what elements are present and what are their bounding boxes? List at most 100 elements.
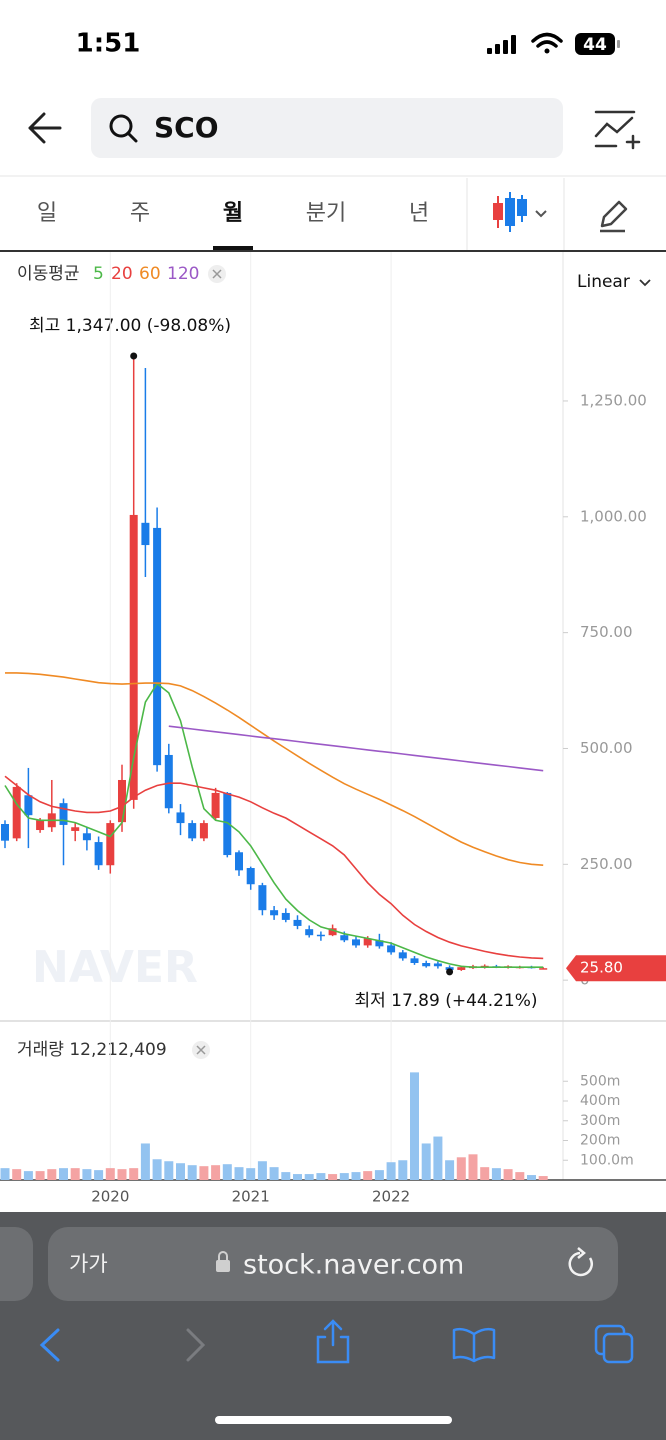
candle-body <box>246 868 255 885</box>
text-size-button[interactable]: 가가 <box>69 1252 108 1276</box>
ma-legend-item: 60 <box>139 264 161 284</box>
scale-dropdown-icon[interactable] <box>639 279 651 287</box>
candle-body <box>281 912 290 920</box>
candle-body <box>153 527 162 766</box>
back-nav[interactable] <box>39 1328 60 1362</box>
volume-tick-label: 500m <box>580 1073 620 1089</box>
candle-body <box>422 963 431 967</box>
candle-body <box>223 792 232 856</box>
y-tick-label: 500.00 <box>580 739 633 757</box>
period-tab[interactable]: 분기 <box>306 201 346 226</box>
back-button[interactable] <box>28 112 62 144</box>
watermark: NAVER <box>32 942 198 993</box>
battery-tip <box>617 40 620 48</box>
volume-bar <box>328 1174 338 1180</box>
moving-average-line <box>168 725 544 772</box>
candle-body <box>82 833 91 841</box>
candle-body <box>59 803 68 825</box>
battery-icon <box>575 33 615 55</box>
candle-body <box>12 786 21 839</box>
candle-body <box>539 968 548 970</box>
volume-bar <box>456 1157 466 1180</box>
x-tick-label: 2021 <box>232 1188 270 1206</box>
search-query: SCO <box>154 111 219 144</box>
tabs-button[interactable] <box>594 1324 634 1364</box>
volume-bar <box>70 1168 80 1180</box>
candle-body <box>305 929 314 936</box>
search-box[interactable] <box>91 98 563 158</box>
volume-bar <box>23 1171 33 1180</box>
volume-bar <box>527 1175 536 1180</box>
volume-tick-label: 400m <box>580 1093 620 1109</box>
volume-bar <box>445 1160 455 1180</box>
volume-bar <box>59 1168 68 1180</box>
moving-average-line <box>4 775 544 960</box>
share-button[interactable] <box>316 1319 350 1364</box>
compare-chart-button[interactable] <box>594 110 641 150</box>
volume-bar <box>351 1172 361 1180</box>
period-tabs: 일 주 월 분기 년 <box>37 201 429 250</box>
reload-button[interactable] <box>568 1251 593 1277</box>
y-tick-label: 1,000.00 <box>580 507 647 525</box>
x-tick-label: 2022 <box>372 1188 410 1206</box>
candle-body <box>398 952 407 959</box>
candle-body <box>433 963 442 967</box>
home-indicator <box>215 1416 452 1424</box>
low-label: 최저 17.89 (+44.21%) <box>354 991 537 1011</box>
volume-bar <box>515 1172 525 1180</box>
candle-body <box>258 885 267 911</box>
volume-bar <box>105 1168 115 1180</box>
volume-bar <box>176 1163 185 1180</box>
bookmarks-button[interactable] <box>452 1327 496 1363</box>
volume-bar <box>187 1165 197 1180</box>
candle-body <box>1 824 9 841</box>
volume-bar <box>398 1160 408 1180</box>
volume-bar <box>374 1170 384 1180</box>
ma-legend-item: 120 <box>167 264 199 284</box>
forward-nav[interactable] <box>186 1328 206 1362</box>
plot-area: 520601202020202120220250.00500.00750.001… <box>0 252 666 1206</box>
ma-label: 이동평균 <box>17 264 80 284</box>
volume-bar <box>316 1173 326 1180</box>
low-marker <box>446 968 454 976</box>
candle-body <box>352 939 360 946</box>
scale-selector[interactable]: Linear <box>577 272 630 292</box>
volume-tick-label: 300m <box>580 1113 620 1129</box>
high-label: 최고 1,347.00 (-98.08%) <box>29 316 231 336</box>
volume-close-icon <box>196 1045 206 1055</box>
draw-button[interactable] <box>600 200 628 233</box>
last-price-tag <box>566 955 666 982</box>
volume-bar <box>117 1169 127 1180</box>
volume-bar <box>246 1168 256 1180</box>
signal-icon <box>487 35 516 54</box>
volume-bar <box>35 1171 45 1180</box>
status-time: 1:51 <box>76 29 141 59</box>
period-tab[interactable]: 주 <box>130 201 150 226</box>
volume-bar <box>503 1169 513 1180</box>
ma-close-icon <box>212 269 222 279</box>
volume-bar <box>304 1174 314 1180</box>
volume-bar <box>339 1173 349 1180</box>
candle-body <box>340 935 349 941</box>
y-tick-label: 250.00 <box>580 855 633 873</box>
moving-average-line <box>5 672 544 866</box>
period-tab[interactable]: 일 <box>37 201 57 226</box>
high-marker <box>130 352 138 360</box>
candle-body <box>387 945 396 953</box>
address-bar[interactable] <box>48 1227 618 1301</box>
candle-body <box>316 934 325 937</box>
candle-body <box>235 852 243 871</box>
candle-body <box>410 958 419 964</box>
volume-bar <box>386 1162 396 1180</box>
volume-bar <box>152 1159 162 1180</box>
volume-bar <box>140 1143 150 1180</box>
candle-body <box>363 938 372 946</box>
volume-bar <box>12 1169 22 1180</box>
y-tick-label: 1,250.00 <box>580 391 647 409</box>
previous-tab[interactable] <box>0 1227 33 1301</box>
period-tab[interactable]: 년 <box>409 201 429 226</box>
chart-type-button[interactable] <box>493 192 547 232</box>
period-tab[interactable]: 월 <box>223 201 243 226</box>
volume-bar <box>0 1168 10 1180</box>
